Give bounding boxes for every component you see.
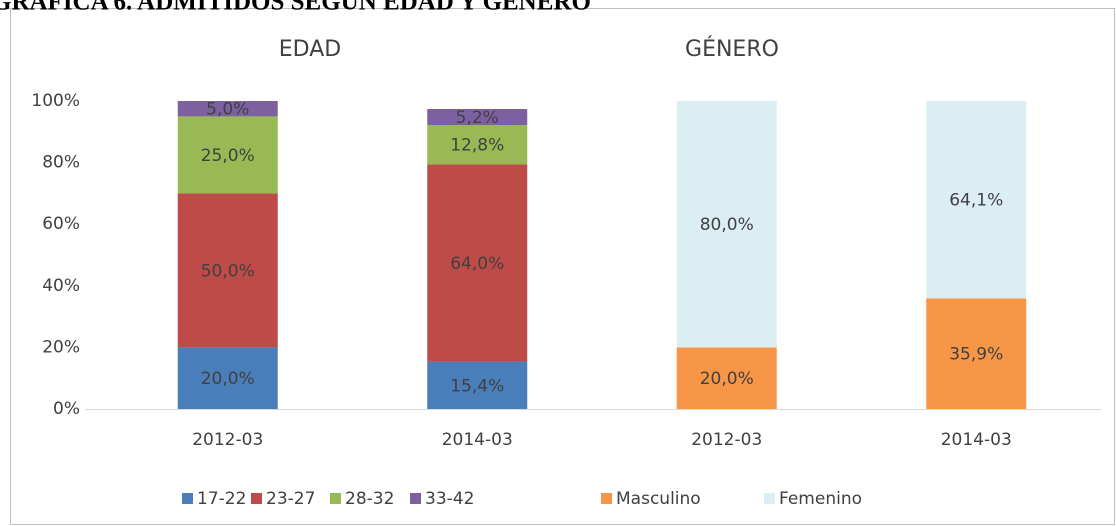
bar-segment (177, 116, 278, 194)
legend-label: 23-27 (266, 489, 315, 509)
bar-segment (926, 298, 1027, 409)
bar-segment (427, 109, 528, 126)
data-label: 5,2% (456, 108, 499, 128)
y-tick-label: 40% (42, 276, 80, 296)
bar-segment (926, 101, 1027, 299)
bar-segment (427, 164, 528, 362)
data-label: 5,0% (206, 100, 249, 120)
legend-label: 33-42 (425, 489, 474, 509)
y-tick-label: 20% (42, 337, 80, 357)
data-label: 20,0% (700, 369, 754, 389)
data-label: 80,0% (700, 215, 754, 235)
legend-swatch (251, 493, 262, 504)
bar-segment (177, 193, 278, 348)
legend-swatch (410, 493, 421, 504)
bar-segment (427, 361, 528, 409)
data-label: 15,4% (450, 376, 504, 396)
y-tick-label: 80% (42, 153, 80, 173)
x-tick-label: 2012-03 (192, 430, 263, 450)
bar-segment (676, 101, 777, 348)
x-tick-label: 2014-03 (442, 430, 513, 450)
legend-label: Femenino (779, 489, 862, 509)
data-label: 64,1% (949, 191, 1003, 211)
bar-segment (676, 347, 777, 409)
annotation: GÉNERO (685, 36, 779, 62)
legend-swatch (601, 493, 612, 504)
y-tick-label: 60% (42, 214, 80, 234)
data-label: 64,0% (450, 254, 504, 274)
x-tick-label: 2014-03 (941, 430, 1012, 450)
bar-segment (177, 347, 278, 409)
annotation: EDAD (279, 37, 341, 62)
legend-swatch (330, 493, 341, 504)
data-label: 35,9% (949, 345, 1003, 365)
bar-segment (427, 125, 528, 165)
x-tick-label: 2012-03 (691, 430, 762, 450)
legend-label: 28-32 (345, 489, 394, 509)
data-label: 12,8% (450, 136, 504, 156)
legend-swatch (764, 493, 775, 504)
legend-label: Masculino (616, 489, 701, 509)
chart-title: GRÁFICA 6. ADMITIDOS SEGÚN EDAD Y GÉNERO (0, 0, 591, 16)
y-tick-label: 0% (53, 399, 80, 419)
legend-swatch (182, 493, 193, 504)
data-label: 25,0% (201, 146, 255, 166)
bar-segment (177, 101, 278, 117)
y-tick-label: 100% (31, 91, 80, 111)
data-label: 50,0% (201, 261, 255, 281)
legend-label: 17-22 (197, 489, 246, 509)
data-label: 20,0% (201, 369, 255, 389)
